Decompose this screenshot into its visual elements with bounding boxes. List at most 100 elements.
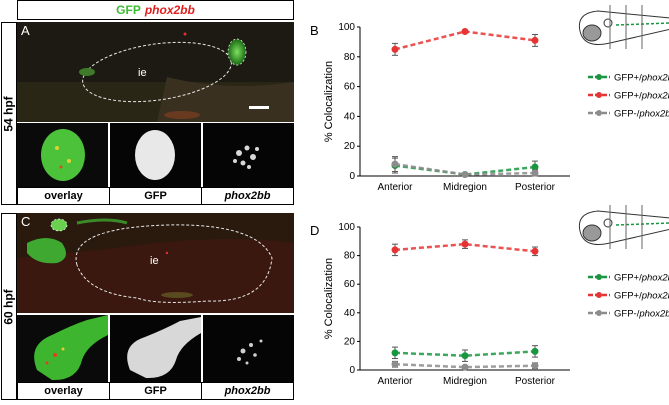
panel-letter-a: A — [21, 23, 30, 38]
larva-eye — [582, 24, 602, 42]
legend-text-part: GFP+/ — [614, 73, 642, 84]
y-tick-label: 80 — [344, 251, 356, 262]
chart-d-svg: D 0 20 40 60 80 100 Anterior Midregion Posterior%… — [310, 205, 669, 387]
data-point — [391, 160, 399, 168]
inset-label-overlay: overlay — [18, 383, 110, 399]
data-point — [391, 246, 399, 254]
panel-letter: D — [310, 223, 319, 238]
series-line — [394, 350, 536, 357]
larva-outline — [578, 210, 669, 245]
inset-overlay-54hpf — [17, 123, 108, 187]
legend-text-part: phox2bb — [641, 291, 669, 302]
y-tick-label: 100 — [338, 22, 355, 33]
micrograph-panel-c: C ie — [17, 213, 294, 313]
larva-gut — [615, 222, 669, 226]
chart-d: D 0 20 40 60 80 100 Anterior Midregion Posterior%… — [300, 205, 669, 400]
y-tick-label: 100 — [338, 222, 355, 233]
legend-text-part: GFP-/ — [614, 309, 640, 320]
legend-marker — [596, 310, 602, 316]
inset-labels-60hpf: overlay GFP phox2bb — [17, 382, 294, 400]
data-point — [461, 171, 469, 179]
stage-label-60hpf: 60 hpf — [1, 213, 17, 400]
y-tick-label: 0 — [349, 171, 355, 182]
channel-legend-header: GFP phox2bb — [17, 0, 294, 20]
inner-ear-label: ie — [150, 255, 159, 267]
data-point — [391, 45, 399, 53]
inset-overlay-60hpf — [17, 315, 108, 382]
data-point — [531, 347, 539, 355]
legend-text-part: phox2bb — [641, 73, 669, 84]
legend-marker — [596, 74, 602, 80]
chart-b-svg: B 0 20 40 60 80 100 Anterior Midregion Posterior%… — [310, 5, 669, 193]
inset-gfp-54hpf — [110, 123, 201, 187]
phox2bb-channel-label: phox2bb — [144, 3, 195, 17]
x-tick-label: Posterior — [515, 376, 556, 387]
legend-entry: GFP+/phox2bb- — [614, 273, 669, 284]
inset-label-phox2bb: phox2bb — [224, 190, 271, 202]
legend-entry: GFP-/phox2bb+ — [614, 109, 669, 120]
larva-gut — [615, 22, 669, 26]
gfp-channel-label: GFP — [116, 3, 141, 17]
data-point — [531, 247, 539, 255]
x-tick-label: Anterior — [377, 376, 413, 387]
series-line — [394, 363, 536, 369]
legend-marker — [596, 274, 602, 280]
legend-marker — [596, 92, 602, 98]
y-tick-label: 40 — [344, 308, 356, 319]
inset-phox2bb-54hpf — [203, 123, 294, 187]
y-tick-label: 40 — [344, 111, 356, 122]
legend-text-part: phox2bb — [641, 91, 669, 102]
data-point — [391, 360, 399, 368]
legend-text-part: phox2bb — [638, 309, 669, 320]
micrograph-c-image — [17, 213, 294, 313]
larva-schematic-icon — [578, 205, 669, 249]
legend-marker — [596, 292, 602, 298]
y-tick-label: 60 — [344, 82, 356, 93]
inset-labels-54hpf: overlay GFP phox2bb — [17, 187, 294, 205]
stage-label-54hpf: 54 hpf — [1, 22, 17, 205]
legend-text-part: phox2bb — [638, 109, 669, 120]
inset-label-gfp: GFP — [110, 383, 202, 399]
inner-ear-label: ie — [138, 67, 147, 79]
x-tick-label: Midregion — [443, 182, 487, 193]
legend-text-part: GFP+/ — [614, 291, 642, 302]
y-tick-label: 60 — [344, 279, 356, 290]
data-point — [461, 240, 469, 248]
data-point — [461, 363, 469, 371]
y-tick-label: 80 — [344, 52, 356, 63]
y-tick-label: 20 — [344, 141, 356, 152]
inset-label-gfp: GFP — [110, 188, 202, 204]
y-axis-label: % Colocalization — [323, 61, 335, 142]
legend-entry: GFP+/phox2bb- — [614, 91, 669, 102]
data-point — [531, 169, 539, 177]
legend-text-part: GFP+/ — [614, 91, 642, 102]
legend-text-part: phox2bb — [641, 273, 669, 284]
inset-label-phox2bb: phox2bb — [224, 385, 271, 397]
legend-text-part: GFP-/ — [614, 109, 640, 120]
panel-letter-c: C — [21, 214, 31, 229]
x-tick-label: Midregion — [443, 376, 487, 387]
inset-row-54hpf — [17, 123, 294, 187]
legend-entry: GFP+/phox2bb- — [614, 291, 669, 302]
inset-phox2bb-60hpf — [203, 315, 294, 382]
legend-entry: GFP-/phox2bb+ — [614, 309, 669, 320]
x-tick-label: Posterior — [515, 182, 556, 193]
inset-gfp-60hpf — [110, 315, 201, 382]
data-point — [531, 362, 539, 370]
inset-row-60hpf — [17, 315, 294, 382]
legend-entry: GFP+/phox2bb- — [614, 73, 669, 84]
chart-b: B 0 20 40 60 80 100 Anterior Midregion Posterior%… — [300, 0, 669, 200]
y-axis-label: % Colocalization — [323, 258, 335, 339]
data-point — [461, 352, 469, 360]
data-point — [461, 27, 469, 35]
x-tick-label: Anterior — [377, 182, 413, 193]
larva-ear — [603, 218, 613, 228]
y-tick-label: 20 — [344, 336, 356, 347]
micrograph-a-image — [17, 22, 294, 122]
larva-eye — [582, 224, 602, 242]
data-point — [531, 36, 539, 44]
data-point — [391, 349, 399, 357]
legend-marker — [596, 110, 602, 116]
legend-text-part: GFP+/ — [614, 273, 642, 284]
inset-label-overlay: overlay — [18, 188, 110, 204]
